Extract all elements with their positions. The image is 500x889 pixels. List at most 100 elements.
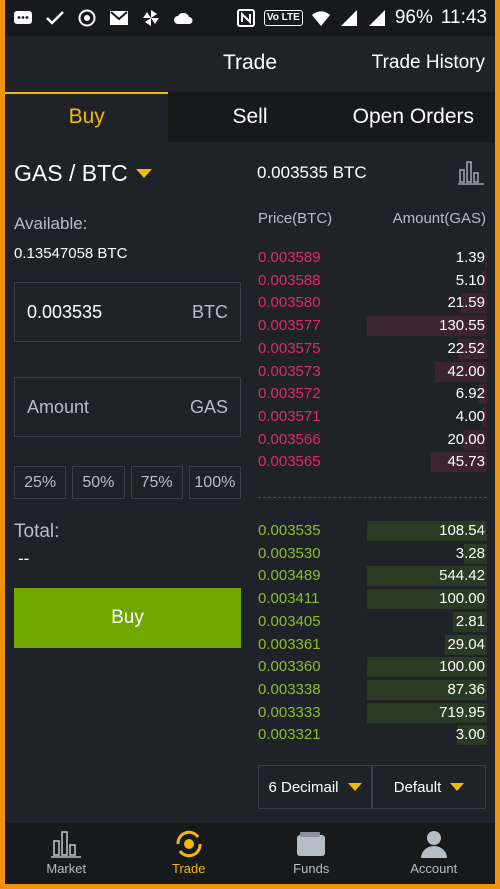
- ask-depth-bar: [463, 429, 487, 450]
- bid-price: 0.003405: [258, 612, 321, 630]
- bid-amount: 719.95: [439, 703, 485, 721]
- bid-row[interactable]: 0.003321 3.00: [258, 724, 487, 746]
- wifi-icon: [311, 11, 330, 26]
- bid-amount: 100.00: [439, 590, 485, 608]
- clock: 11:43: [440, 7, 487, 28]
- percent-50-button[interactable]: 50%: [72, 466, 125, 499]
- battery-level: 96%: [394, 7, 433, 28]
- ask-amount: 45.73: [447, 453, 485, 471]
- app-frame: Vo LTE 96% 11:43 Trade Trade History Buy…: [5, 0, 495, 884]
- ask-row[interactable]: 0.003572 6.92: [258, 383, 487, 405]
- chart-icon[interactable]: [457, 158, 485, 186]
- ask-price: 0.003589: [258, 249, 321, 266]
- ask-row[interactable]: 0.003588 5.10: [258, 270, 487, 292]
- bid-amount: 3.00: [455, 726, 485, 744]
- ask-depth-bar: [479, 384, 487, 405]
- orderbook-divider: [258, 497, 487, 498]
- ask-row[interactable]: 0.003571 4.00: [258, 406, 487, 428]
- bid-row[interactable]: 0.003361 29.04: [258, 634, 487, 656]
- nav-market[interactable]: Market: [5, 823, 128, 884]
- price-column-header: Price(BTC): [258, 210, 333, 227]
- bid-depth-bar: [367, 679, 487, 700]
- percent-buttons: 25% 50% 75% 100%: [14, 466, 241, 499]
- bid-depth-bar: [367, 702, 487, 723]
- ask-depth-bar: [431, 452, 487, 473]
- bid-row[interactable]: 0.003530 3.28: [258, 543, 487, 565]
- price-input[interactable]: 0.003535 BTC: [14, 282, 241, 342]
- ask-amount: 5.10: [455, 271, 485, 289]
- ask-row[interactable]: 0.003573 42.00: [258, 361, 487, 383]
- bid-row[interactable]: 0.003489 544.42: [258, 565, 487, 587]
- nav-trade[interactable]: Trade: [128, 823, 251, 884]
- group-select-value: Default: [393, 778, 442, 796]
- percent-25-button[interactable]: 25%: [14, 466, 67, 499]
- ask-price: 0.003571: [258, 407, 321, 425]
- wallet-icon: [297, 832, 326, 856]
- whatsapp-icon: [78, 9, 96, 27]
- page-title: Trade: [222, 51, 278, 74]
- pair-selector[interactable]: GAS / BTC: [14, 160, 152, 187]
- bid-price: 0.003411: [258, 590, 320, 608]
- bid-depth-bar: [367, 657, 487, 678]
- nav-funds[interactable]: Funds: [250, 823, 373, 884]
- ask-row[interactable]: 0.003589 1.39: [258, 247, 487, 269]
- decimal-select[interactable]: 6 Decimail: [258, 765, 372, 809]
- bid-row[interactable]: 0.003411 100.00: [258, 588, 487, 610]
- bid-depth-bar: [367, 566, 487, 587]
- status-bar: Vo LTE 96% 11:43: [5, 0, 495, 36]
- ask-amount: 22.52: [447, 339, 485, 357]
- tab-open-orders[interactable]: Open Orders: [352, 105, 475, 128]
- ask-amount: 130.55: [439, 317, 485, 335]
- total-label: Total:: [14, 521, 60, 542]
- bid-price: 0.003333: [258, 703, 321, 721]
- volte-badge: Vo LTE: [263, 10, 303, 26]
- message-icon: [14, 11, 32, 24]
- percent-75-button[interactable]: 75%: [130, 466, 183, 499]
- ask-amount: 4.00: [455, 407, 485, 425]
- chevron-down-icon: [347, 783, 362, 791]
- bottom-nav: Market Trade Funds Account: [5, 823, 495, 884]
- tab-buy[interactable]: Buy: [5, 92, 169, 142]
- ask-row[interactable]: 0.003575 22.52: [258, 338, 487, 360]
- ask-depth-bar: [461, 293, 487, 314]
- ask-price: 0.003566: [258, 430, 321, 448]
- account-icon: [420, 831, 447, 858]
- bid-price: 0.003361: [258, 635, 321, 653]
- market-icon: [51, 831, 82, 858]
- bid-row[interactable]: 0.003333 719.95: [258, 702, 487, 724]
- trade-history-link[interactable]: Trade History: [371, 52, 485, 73]
- ask-row[interactable]: 0.003566 20.00: [258, 429, 487, 451]
- ask-row[interactable]: 0.003580 21.59: [258, 292, 487, 314]
- bid-price: 0.003489: [258, 567, 321, 585]
- ask-price: 0.003572: [258, 385, 321, 403]
- bid-price: 0.003535: [258, 522, 321, 539]
- amount-input[interactable]: Amount GAS: [14, 377, 241, 437]
- signal-icon: [340, 10, 357, 26]
- bid-amount: 29.04: [447, 635, 485, 653]
- bid-row[interactable]: 0.003535 108.54: [258, 520, 487, 542]
- ask-row[interactable]: 0.003577 130.55: [258, 315, 487, 337]
- bid-row[interactable]: 0.003338 87.36: [258, 679, 487, 701]
- pair-label: GAS / BTC: [14, 160, 128, 186]
- bid-row[interactable]: 0.003360 100.00: [258, 656, 487, 678]
- buy-button[interactable]: Buy: [14, 588, 241, 648]
- bid-amount: 3.28: [455, 544, 485, 562]
- signal-icon-2: [368, 10, 385, 26]
- nav-account-label: Account: [410, 861, 458, 876]
- decimal-select-value: 6 Decimail: [268, 778, 339, 796]
- total-value: --: [18, 549, 30, 568]
- ask-depth-bar: [482, 406, 487, 427]
- available-label: Available:: [14, 214, 88, 233]
- tab-sell[interactable]: Sell: [232, 105, 268, 128]
- bid-row[interactable]: 0.003405 2.81: [258, 611, 487, 633]
- percent-100-button[interactable]: 100%: [188, 466, 241, 499]
- bid-depth-bar: [445, 634, 487, 655]
- chevron-down-icon: [135, 169, 152, 178]
- bid-price: 0.003360: [258, 658, 321, 676]
- group-select[interactable]: Default: [372, 765, 486, 809]
- price-input-value: 0.003535: [27, 301, 103, 322]
- ask-row[interactable]: 0.003565 45.73: [258, 451, 487, 473]
- cloud-icon: [174, 12, 193, 24]
- nav-account[interactable]: Account: [373, 823, 496, 884]
- chevron-down-icon: [450, 783, 465, 791]
